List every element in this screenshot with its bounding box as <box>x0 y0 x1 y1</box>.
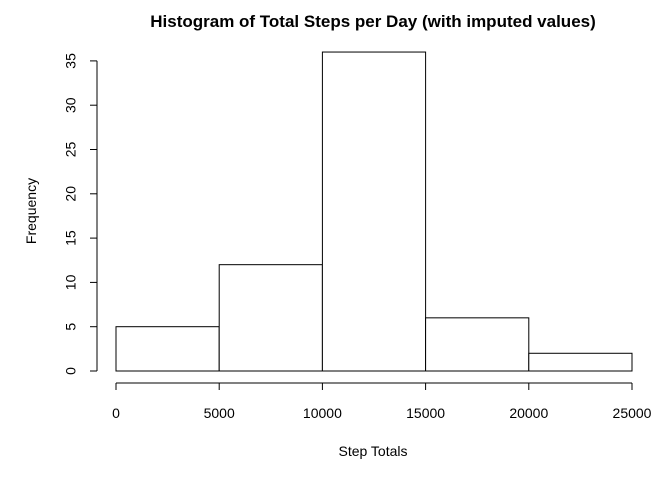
x-tick-label-3: 15000 <box>406 405 445 421</box>
x-tick-label-1: 5000 <box>204 405 235 421</box>
y-tick-label-4: 20 <box>63 186 79 202</box>
y-tick-label-5: 25 <box>63 142 79 158</box>
y-tick-label-3: 15 <box>63 230 79 246</box>
x-tick-label-0: 0 <box>112 405 120 421</box>
x-tick-label-2: 10000 <box>303 405 342 421</box>
y-tick-label-0: 0 <box>63 367 79 375</box>
x-axis: 0 5000 10000 15000 20000 25000 <box>112 382 652 421</box>
x-axis-label: Step Totals <box>338 443 407 459</box>
histogram-bar-1 <box>218 264 323 372</box>
chart-title: Histogram of Total Steps per Day (with i… <box>150 12 596 31</box>
y-axis-label: Frequency <box>23 178 39 244</box>
x-tick-label-5: 25000 <box>613 405 652 421</box>
y-tick-label-6: 30 <box>63 97 79 113</box>
bars-group <box>115 51 633 372</box>
y-tick-label-2: 10 <box>63 274 79 290</box>
y-tick-label-1: 5 <box>63 323 79 331</box>
x-tick-label-4: 20000 <box>509 405 548 421</box>
histogram-bar-3 <box>425 317 530 372</box>
y-axis: 0 5 10 15 20 25 30 35 <box>63 53 98 375</box>
y-tick-label-7: 35 <box>63 53 79 69</box>
histogram-bar-0 <box>115 326 220 372</box>
histogram-bar-4 <box>528 352 633 372</box>
histogram-bar-2 <box>321 51 427 372</box>
